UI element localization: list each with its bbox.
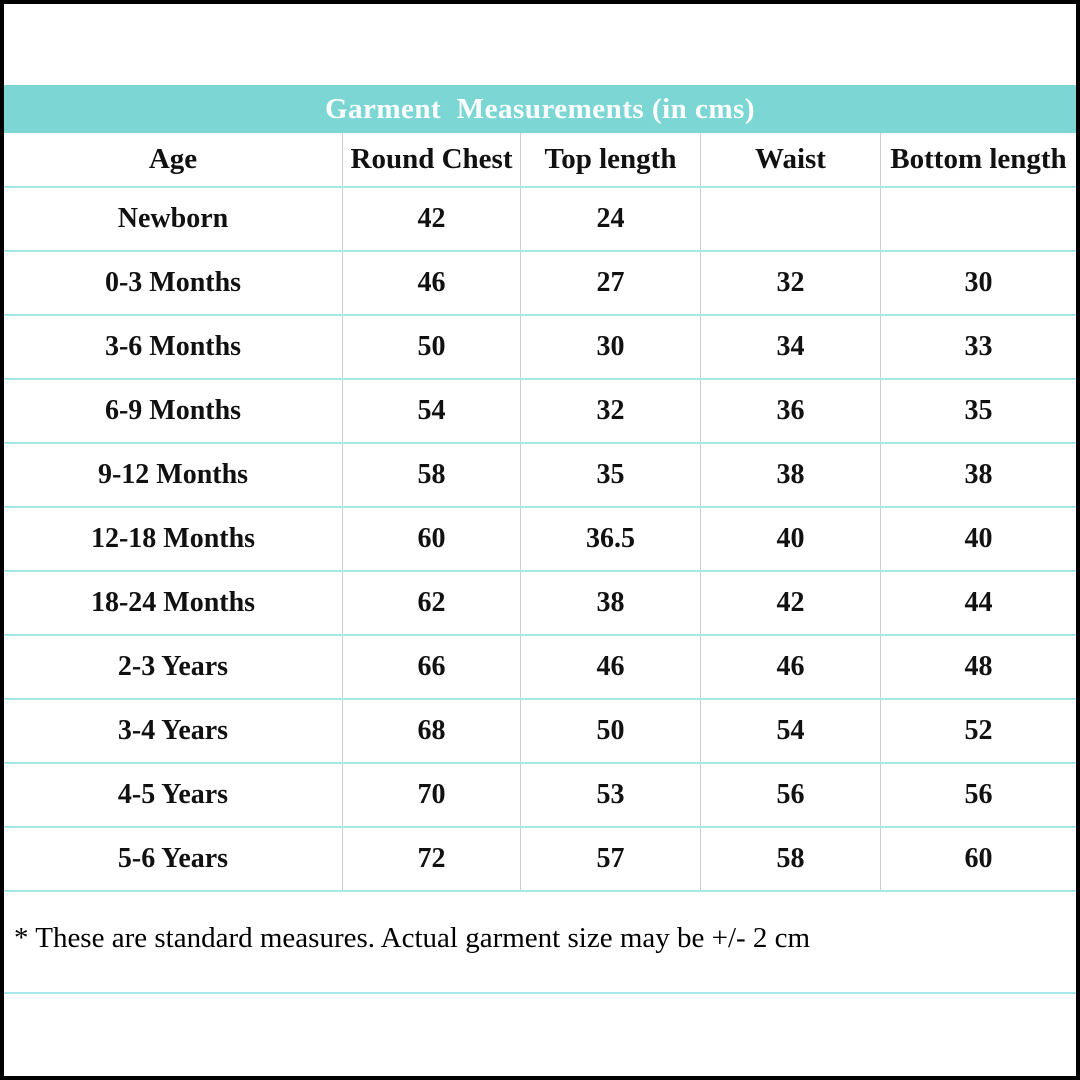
table-row: 12-18 Months 60 36.5 40 40 [4, 508, 1076, 572]
value-cell: 54 [342, 380, 520, 442]
table-row: 0-3 Months 46 27 32 30 [4, 252, 1076, 316]
table-row: Newborn 42 24 [4, 188, 1076, 252]
table-row: 9-12 Months 58 35 38 38 [4, 444, 1076, 508]
value-cell: 70 [342, 764, 520, 826]
value-cell: 50 [520, 700, 700, 762]
value-cell: 32 [700, 252, 880, 314]
table-row: 5-6 Years 72 57 58 60 [4, 828, 1076, 892]
value-cell: 72 [342, 828, 520, 890]
value-cell: 50 [342, 316, 520, 378]
value-cell: 56 [700, 764, 880, 826]
value-cell: 40 [880, 508, 1076, 570]
value-cell: 33 [880, 316, 1076, 378]
value-cell: 38 [700, 444, 880, 506]
age-cell: 3-6 Months [104, 331, 242, 362]
value-cell: 42 [342, 188, 520, 250]
value-cell: 53 [520, 764, 700, 826]
value-cell: 32 [520, 380, 700, 442]
column-header-top-length: Top length [520, 133, 700, 186]
value-cell: 62 [342, 572, 520, 634]
column-header-waist: Waist [700, 133, 880, 186]
age-cell: 18-24 Months [90, 587, 256, 618]
value-cell: 40 [700, 508, 880, 570]
table-row: 4-5 Years 70 53 56 56 [4, 764, 1076, 828]
value-cell: 35 [520, 444, 700, 506]
age-cell: 0-3 Months [104, 267, 242, 298]
value-cell: 46 [700, 636, 880, 698]
age-cell: 6-9 Months [104, 395, 242, 426]
value-cell: 58 [342, 444, 520, 506]
column-header-age: Age [148, 143, 198, 175]
value-cell: 58 [700, 828, 880, 890]
age-cell: 4-5 Years [117, 779, 229, 810]
table-body: Newborn 42 24 0-3 Months 46 27 32 30 3-6 Months 5… [4, 188, 1076, 892]
value-cell: 52 [880, 700, 1076, 762]
value-cell: 34 [700, 316, 880, 378]
table-row: 6-9 Months 54 32 36 35 [4, 380, 1076, 444]
table-row: 3-4 Years 68 50 54 52 [4, 700, 1076, 764]
table-title-bar: Garment Measurements (in cms) [4, 85, 1076, 133]
footnote-text: * These are standard measures. Actual ga… [14, 922, 811, 954]
value-cell: 60 [880, 828, 1076, 890]
value-cell: 66 [342, 636, 520, 698]
value-cell: 38 [880, 444, 1076, 506]
value-cell: 46 [342, 252, 520, 314]
value-cell: 60 [342, 508, 520, 570]
value-cell: 44 [880, 572, 1076, 634]
table-row: 3-6 Months 50 30 34 33 [4, 316, 1076, 380]
measurements-table: Age Round Chest Top length Waist Bottom leng… [4, 133, 1076, 892]
table-title: Garment Measurements (in cms) [324, 92, 756, 125]
age-cell: 9-12 Months [97, 459, 249, 490]
value-cell: 35 [880, 380, 1076, 442]
value-cell: 30 [520, 316, 700, 378]
age-cell: 12-18 Months [90, 523, 256, 554]
value-cell: 57 [520, 828, 700, 890]
value-cell: 56 [880, 764, 1076, 826]
age-cell: 2-3 Years [117, 651, 229, 682]
top-whitespace [4, 4, 1076, 85]
value-cell: 48 [880, 636, 1076, 698]
bottom-divider-line [4, 992, 1076, 994]
column-header-round-chest: Round Chest [342, 133, 520, 186]
value-cell: 27 [520, 252, 700, 314]
value-cell: 30 [880, 252, 1076, 314]
value-cell [880, 188, 1076, 250]
value-cell [700, 188, 880, 250]
value-cell: 36 [700, 380, 880, 442]
table-row: 18-24 Months 62 38 42 44 [4, 572, 1076, 636]
age-cell: 3-4 Years [117, 715, 229, 746]
table-row: 2-3 Years 66 46 46 48 [4, 636, 1076, 700]
age-cell: 5-6 Years [117, 843, 229, 874]
age-cell: Newborn [117, 203, 229, 234]
value-cell: 68 [342, 700, 520, 762]
value-cell: 38 [520, 572, 700, 634]
column-header-bottom-length: Bottom length [880, 133, 1076, 186]
value-cell: 36.5 [520, 508, 700, 570]
table-header-row: Age Round Chest Top length Waist Bottom leng… [4, 133, 1076, 188]
value-cell: 46 [520, 636, 700, 698]
value-cell: 24 [520, 188, 700, 250]
value-cell: 54 [700, 700, 880, 762]
value-cell: 42 [700, 572, 880, 634]
